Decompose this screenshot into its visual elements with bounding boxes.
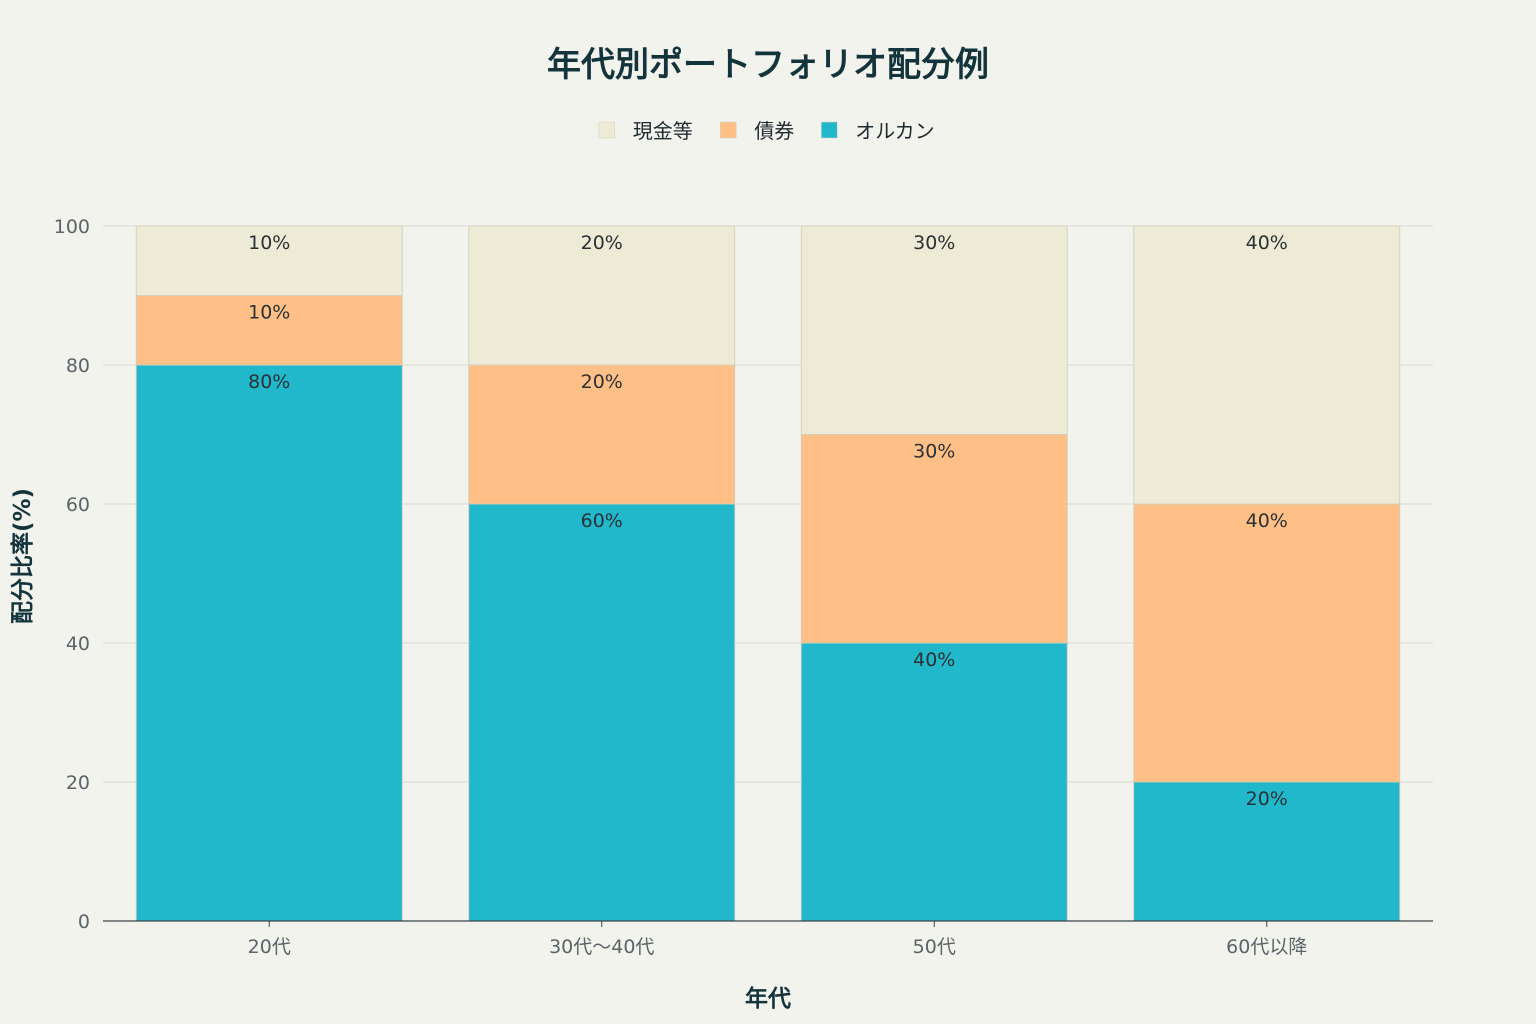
data-label-2-series-0: 40%	[913, 649, 955, 671]
legend-label-2: オルカン	[855, 119, 934, 143]
y-tick-label-60: 60	[66, 494, 90, 516]
data-label-0-series-2: 10%	[248, 232, 290, 254]
data-label-1-series-0: 60%	[581, 510, 623, 532]
legend-swatch-1	[719, 121, 737, 139]
bar-2-series-2	[800, 225, 1068, 435]
bar-3-series-0	[1133, 781, 1401, 922]
y-axis-title: 配分比率(%)	[9, 488, 36, 624]
x-tick-label-0: 20代	[248, 936, 291, 958]
bar-1-series-0	[468, 503, 736, 922]
x-tick-label-1: 30代〜40代	[549, 936, 654, 958]
chart-title: 年代別ポートフォリオ配分例	[547, 45, 989, 85]
bar-1-series-1	[468, 364, 736, 505]
bar-3-series-1	[1133, 503, 1401, 783]
data-label-2-series-1: 30%	[913, 441, 955, 463]
legend-swatch-0	[598, 121, 616, 139]
bar-2-series-1	[800, 434, 1068, 644]
bar-1-series-2	[468, 225, 736, 366]
legend-item-2[interactable]: オルカン	[820, 119, 935, 143]
legend-item-1[interactable]: 債券	[719, 119, 794, 143]
data-label-1-series-2: 20%	[581, 232, 623, 254]
x-tick-label-3: 60代以降	[1226, 936, 1307, 958]
legend-label-0: 現金等	[633, 119, 693, 143]
data-label-3-series-2: 40%	[1246, 232, 1288, 254]
bar-3-series-2	[1133, 225, 1401, 505]
data-label-0-series-0: 80%	[248, 371, 290, 393]
bars: 80% 10% 10% 60% 20% 20% 40% 30% 30% 20% 40% 40%	[135, 225, 1401, 922]
bar-0-series-0	[135, 364, 403, 922]
data-label-3-series-1: 40%	[1246, 510, 1288, 532]
y-axis: 0 20 40 60 80 100	[54, 216, 90, 933]
y-tick-label-40: 40	[66, 633, 90, 655]
x-axis: 20代 30代〜40代 50代 60代以降	[103, 920, 1433, 958]
data-label-2-series-2: 30%	[913, 232, 955, 254]
y-tick-label-100: 100	[54, 216, 90, 238]
legend-label-1: 債券	[754, 119, 794, 143]
bar-2-series-0	[800, 642, 1068, 922]
legend-item-0[interactable]: 現金等	[598, 119, 693, 143]
x-tick-label-2: 50代	[913, 936, 956, 958]
y-tick-label-20: 20	[66, 772, 90, 794]
bar-0-series-1	[135, 295, 403, 366]
legend: 現金等 債券 オルカン	[598, 119, 935, 143]
y-tick-label-80: 80	[66, 355, 90, 377]
y-tick-label-0: 0	[78, 911, 90, 933]
data-label-1-series-1: 20%	[581, 371, 623, 393]
legend-swatch-2	[820, 121, 838, 139]
bar-0-series-2	[135, 225, 403, 296]
data-label-0-series-1: 10%	[248, 302, 290, 324]
data-label-3-series-0: 20%	[1246, 788, 1288, 810]
x-axis-title: 年代	[745, 985, 791, 1012]
